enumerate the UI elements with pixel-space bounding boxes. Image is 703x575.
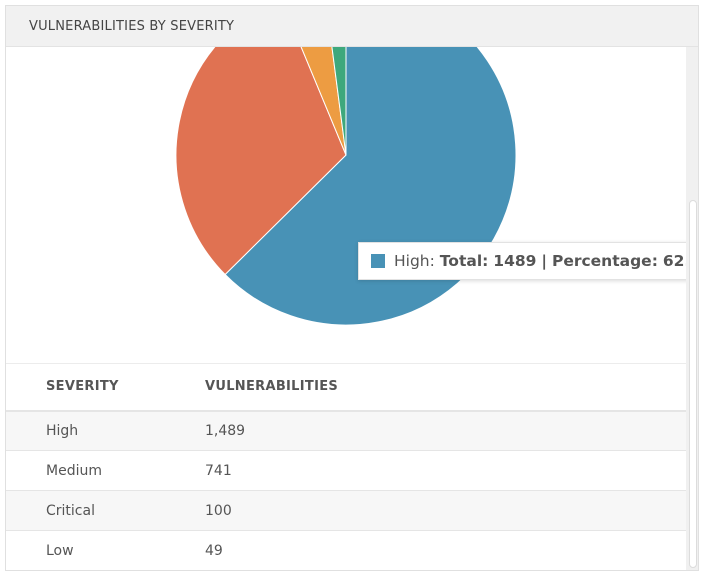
tooltip-series: High: bbox=[394, 252, 435, 270]
pie-slice-low[interactable] bbox=[324, 47, 347, 156]
table-row: Low 49 bbox=[6, 531, 686, 570]
count-cell: 741 bbox=[205, 462, 232, 479]
chart-tooltip: High: Total: 1489 | Percentage: 62.6% bbox=[358, 242, 698, 280]
severity-table-container: SEVERITY VULNERABILITIES High 1,489 Medi… bbox=[6, 363, 686, 570]
pie-chart: High: Total: 1489 | Percentage: 62.6% bbox=[6, 47, 698, 363]
tooltip-separator: | bbox=[541, 252, 548, 270]
tooltip-total-label: Total: bbox=[439, 252, 489, 270]
column-header-vulnerabilities[interactable]: VULNERABILITIES bbox=[205, 379, 339, 395]
widget-title: VULNERABILITIES BY SEVERITY bbox=[29, 18, 235, 34]
count-cell: 100 bbox=[205, 502, 232, 519]
table-row: Medium 741 bbox=[6, 451, 686, 491]
scrollbar-thumb[interactable] bbox=[689, 200, 697, 568]
widget-header: VULNERABILITIES BY SEVERITY bbox=[6, 6, 698, 47]
severity-cell: High bbox=[46, 422, 79, 439]
vulnerabilities-widget: VULNERABILITIES BY SEVERITY High: Total:… bbox=[5, 5, 699, 571]
table-row: High 1,489 bbox=[6, 410, 686, 451]
column-header-severity[interactable]: SEVERITY bbox=[46, 379, 119, 395]
pie-chart-svg bbox=[175, 47, 517, 326]
severity-table: SEVERITY VULNERABILITIES High 1,489 Medi… bbox=[6, 363, 686, 570]
count-cell: 49 bbox=[205, 542, 223, 559]
tooltip-percentage-label: Percentage: bbox=[551, 252, 658, 270]
table-row: Critical 100 bbox=[6, 490, 686, 531]
count-cell: 1,489 bbox=[205, 422, 246, 439]
severity-cell: Critical bbox=[46, 502, 95, 519]
table-header-row: SEVERITY VULNERABILITIES bbox=[6, 363, 686, 411]
severity-cell: Medium bbox=[46, 462, 102, 479]
pie-slice-critical[interactable] bbox=[281, 47, 347, 156]
widget-body: High: Total: 1489 | Percentage: 62.6% SE… bbox=[6, 47, 698, 570]
scrollbar-track[interactable] bbox=[686, 47, 698, 570]
tooltip-total-value: 1489 bbox=[493, 252, 537, 270]
severity-cell: Low bbox=[46, 542, 74, 559]
tooltip-swatch bbox=[371, 254, 385, 268]
pie-slice-medium[interactable] bbox=[175, 47, 347, 276]
